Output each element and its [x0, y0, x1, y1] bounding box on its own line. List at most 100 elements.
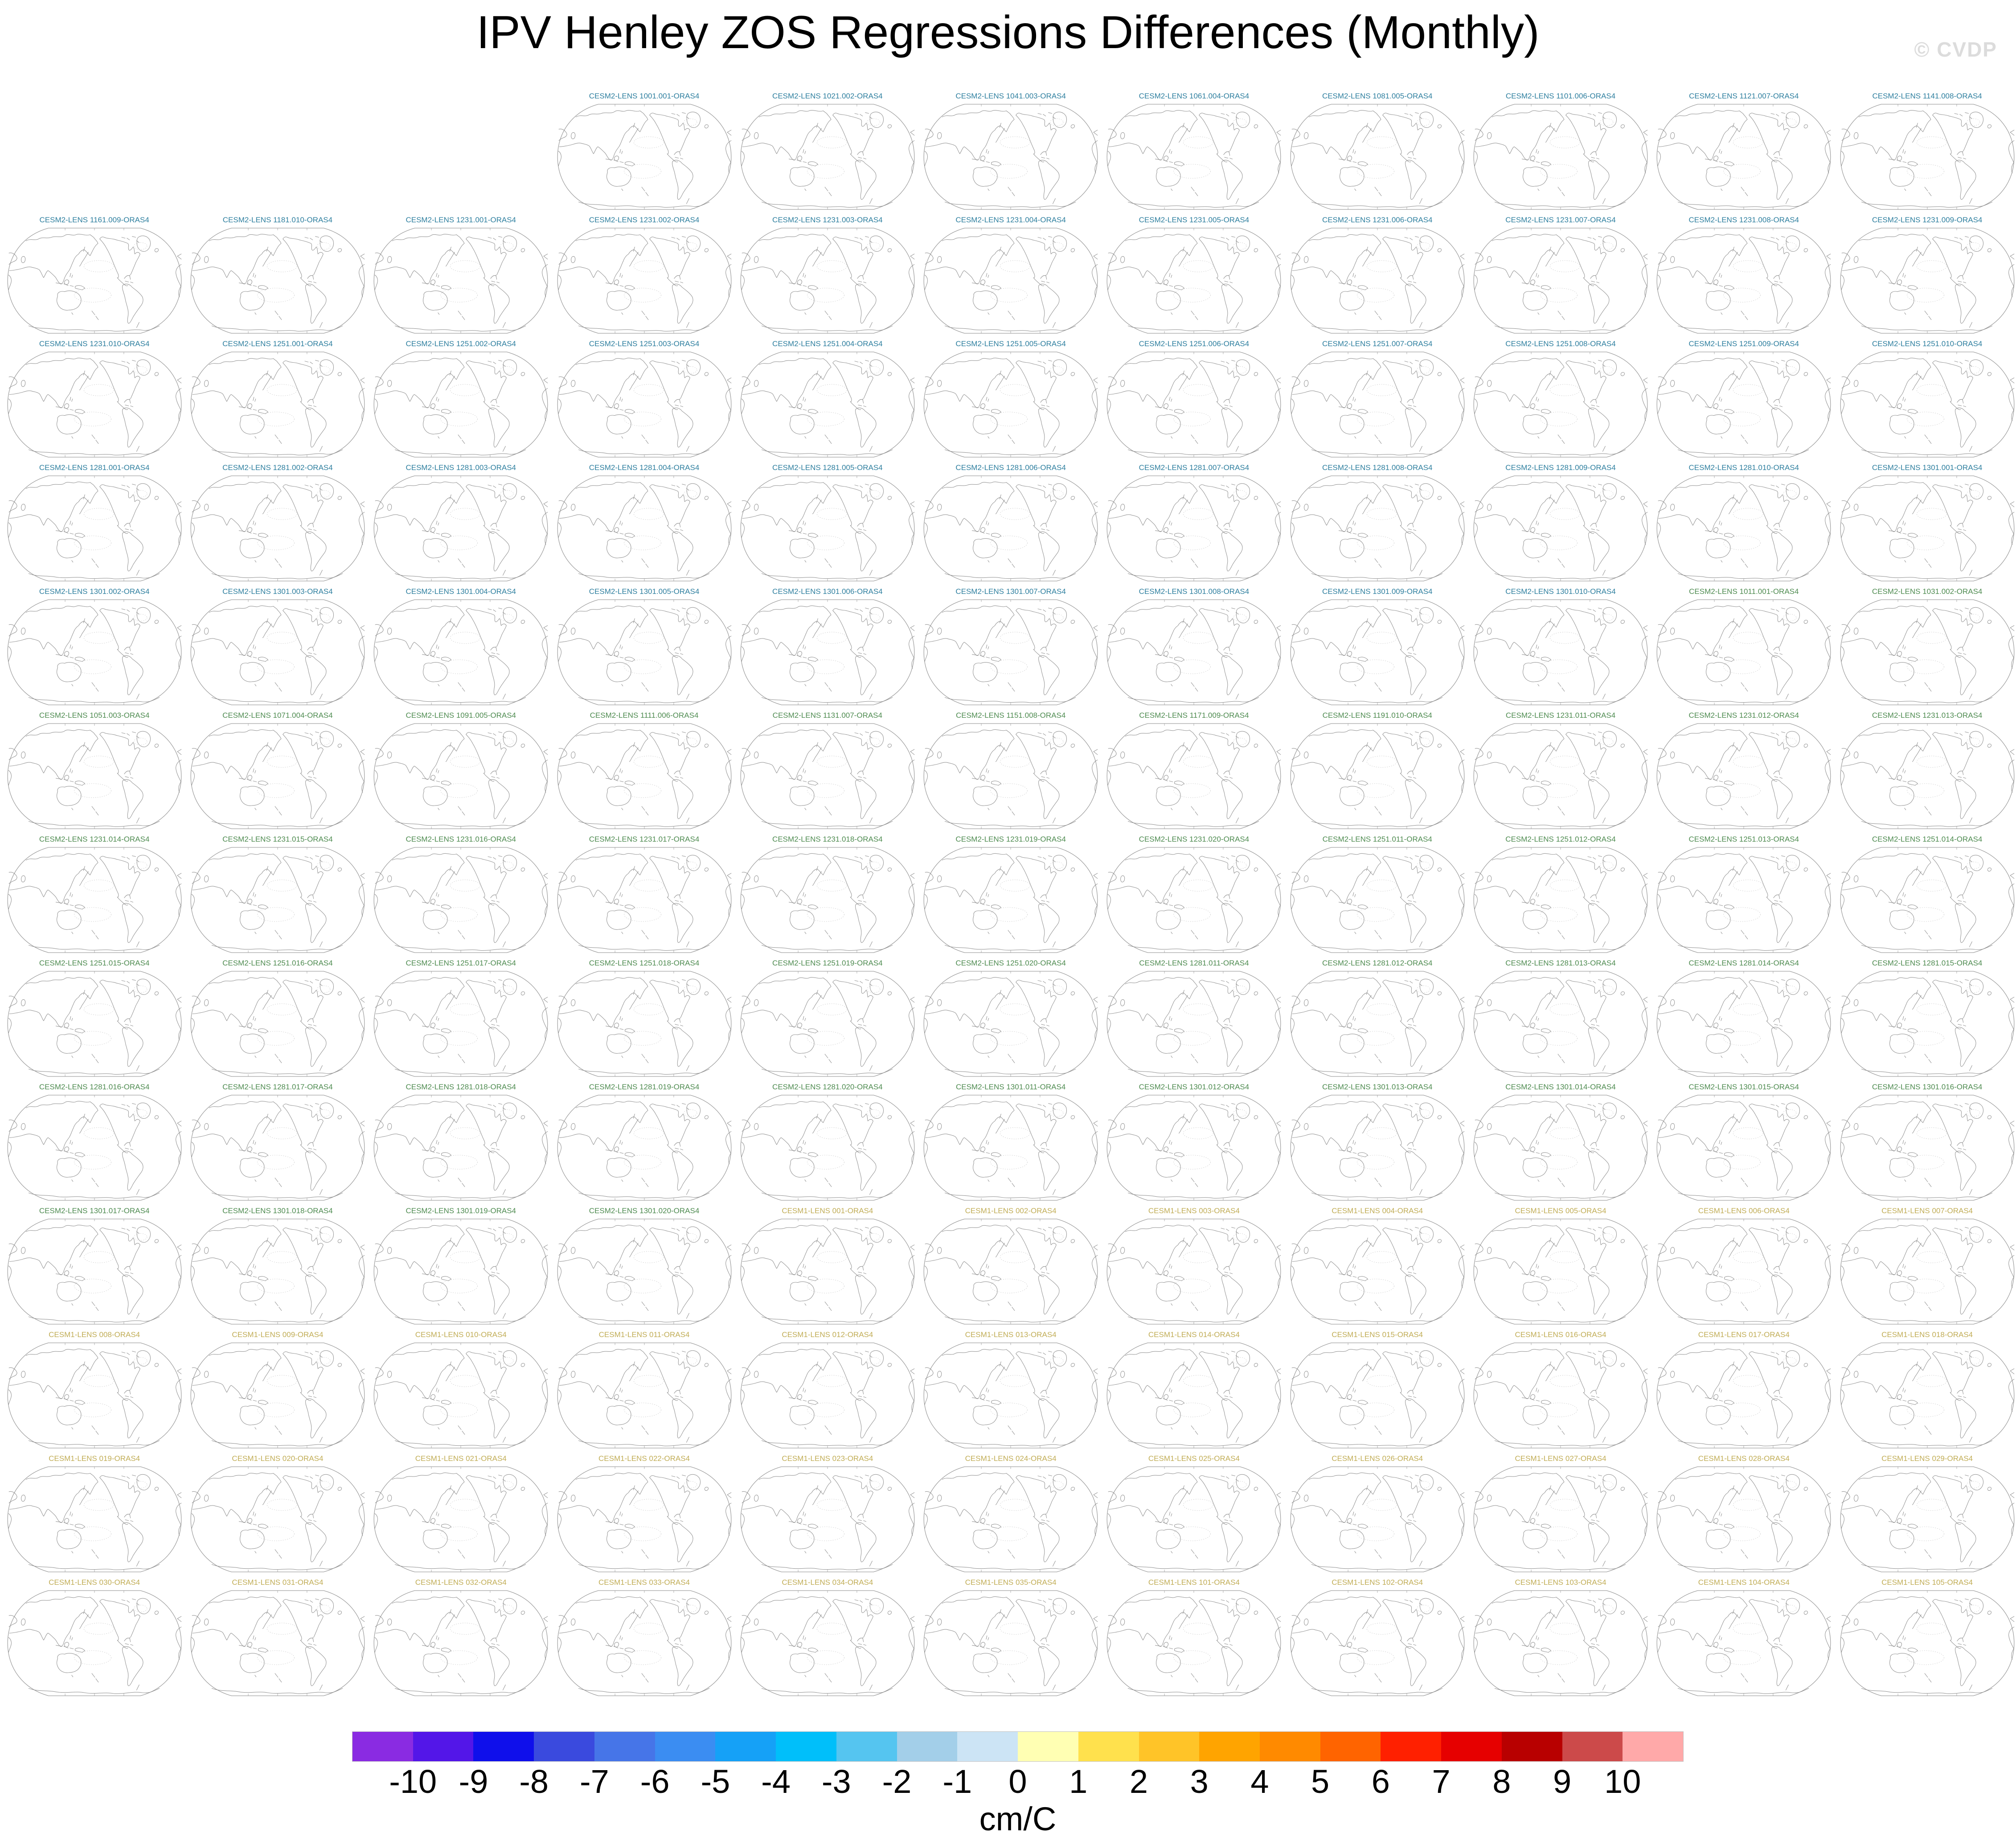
map-panel: CESM2-LENS 1301.014-ORAS4 [1469, 1081, 1652, 1205]
map-panel: CESM1-LENS 101-ORAS4 [1102, 1577, 1286, 1701]
world-map [373, 845, 549, 955]
panel-title: CESM1-LENS 011-ORAS4 [598, 1330, 690, 1339]
map-grid-row: CESM2-LENS 1301.002-ORAS4 CESM2-LENS 1301… [3, 586, 2013, 710]
world-map [7, 1217, 182, 1326]
colorbar-segment [776, 1732, 836, 1761]
world-map [373, 1341, 549, 1450]
map-panel: CESM1-LENS 034-ORAS4 [736, 1577, 919, 1701]
colorbar-tick-label: -5 [701, 1763, 730, 1800]
panel-title: CESM2-LENS 1301.019-ORAS4 [406, 1207, 516, 1215]
map-panel: CESM2-LENS 1231.002-ORAS4 [553, 214, 736, 338]
panel-title: CESM2-LENS 1251.008-ORAS4 [1505, 340, 1616, 348]
panel-title: CESM2-LENS 1251.002-ORAS4 [406, 340, 516, 348]
panel-title: CESM1-LENS 006-ORAS4 [1698, 1207, 1790, 1215]
panel-title: CESM1-LENS 009-ORAS4 [232, 1330, 324, 1339]
world-map [190, 350, 365, 459]
map-panel: CESM2-LENS 1231.016-ORAS4 [369, 834, 553, 957]
panel-title: CESM2-LENS 1301.013-ORAS4 [1322, 1083, 1433, 1091]
map-panel: CESM1-LENS 024-ORAS4 [919, 1453, 1102, 1577]
panel-title: CESM2-LENS 1251.019-ORAS4 [772, 959, 883, 967]
panel-title: CESM2-LENS 1191.010-ORAS4 [1322, 711, 1432, 720]
world-map [740, 1588, 915, 1698]
world-map [1290, 597, 1465, 707]
world-map [557, 1217, 732, 1326]
map-panel: CESM2-LENS 1051.003-ORAS4 [3, 710, 186, 834]
world-map [7, 1341, 182, 1450]
world-map [1473, 226, 1648, 335]
colorbar-segment [1441, 1732, 1502, 1761]
map-grid-row: CESM1-LENS 019-ORAS4 CESM1-LENS 020-ORAS4… [3, 1453, 2013, 1577]
panel-title: CESM1-LENS 020-ORAS4 [232, 1454, 324, 1463]
colorbar-tick-label: 2 [1129, 1763, 1148, 1800]
world-map [373, 721, 549, 831]
panel-title: CESM1-LENS 019-ORAS4 [49, 1454, 140, 1463]
panel-title: CESM2-LENS 1231.007-ORAS4 [1505, 216, 1616, 224]
panel-title: CESM2-LENS 1251.003-ORAS4 [589, 340, 700, 348]
panel-title: CESM1-LENS 007-ORAS4 [1881, 1207, 1973, 1215]
map-panel: CESM2-LENS 1251.001-ORAS4 [186, 338, 369, 462]
colorbar-segment [1562, 1732, 1623, 1761]
panel-title: CESM1-LENS 104-ORAS4 [1698, 1578, 1790, 1587]
panel-title: CESM2-LENS 1231.015-ORAS4 [222, 835, 333, 843]
panel-title: CESM2-LENS 1231.002-ORAS4 [589, 216, 700, 224]
map-panel: CESM1-LENS 027-ORAS4 [1469, 1453, 1652, 1577]
map-panel: CESM2-LENS 1301.019-ORAS4 [369, 1205, 553, 1329]
panel-title: CESM2-LENS 1281.005-ORAS4 [772, 463, 883, 472]
world-map [1840, 845, 2015, 955]
map-panel: CESM2-LENS 1281.014-ORAS4 [1652, 957, 1836, 1081]
map-panel: CESM2-LENS 1301.017-ORAS4 [3, 1205, 186, 1329]
panel-title: CESM2-LENS 1281.015-ORAS4 [1872, 959, 1983, 967]
world-map [1106, 845, 1282, 955]
colorbar-tick-label: 8 [1492, 1763, 1511, 1800]
map-panel: CESM2-LENS 1281.020-ORAS4 [736, 1081, 919, 1205]
map-panel: CESM1-LENS 032-ORAS4 [369, 1577, 553, 1701]
world-map [1473, 102, 1648, 212]
world-map [557, 1588, 732, 1698]
map-panel: CESM2-LENS 1301.016-ORAS4 [1836, 1081, 2016, 1205]
world-map [373, 969, 549, 1079]
world-map [1656, 474, 1832, 583]
map-panel: CESM2-LENS 1071.004-ORAS4 [186, 710, 369, 834]
colorbar-tick-label: 0 [1008, 1763, 1027, 1800]
map-panel: CESM2-LENS 1281.002-ORAS4 [186, 462, 369, 586]
panel-title: CESM1-LENS 103-ORAS4 [1515, 1578, 1606, 1587]
map-panel: CESM2-LENS 1281.017-ORAS4 [186, 1081, 369, 1205]
world-map [1840, 1588, 2015, 1698]
panel-title: CESM1-LENS 105-ORAS4 [1881, 1578, 1973, 1587]
map-panel: CESM2-LENS 1281.012-ORAS4 [1286, 957, 1469, 1081]
world-map [1656, 226, 1832, 335]
world-map [1106, 1341, 1282, 1450]
world-map [1840, 1093, 2015, 1203]
panel-title: CESM2-LENS 1301.002-ORAS4 [39, 587, 150, 596]
panel-title: CESM2-LENS 1251.013-ORAS4 [1688, 835, 1799, 843]
map-panel: CESM2-LENS 1281.003-ORAS4 [369, 462, 553, 586]
world-map [1656, 1217, 1832, 1326]
panel-title: CESM2-LENS 1281.003-ORAS4 [406, 463, 516, 472]
world-map [1656, 1588, 1832, 1698]
world-map [373, 1093, 549, 1203]
map-panel: CESM1-LENS 014-ORAS4 [1102, 1329, 1286, 1453]
world-map [373, 474, 549, 583]
panel-title: CESM1-LENS 022-ORAS4 [598, 1454, 690, 1463]
map-panel: CESM2-LENS 1061.004-ORAS4 [1102, 90, 1286, 214]
map-panel: CESM2-LENS 1231.008-ORAS4 [1652, 214, 1836, 338]
panel-title: CESM2-LENS 1231.012-ORAS4 [1688, 711, 1799, 720]
panel-title: CESM2-LENS 1251.020-ORAS4 [955, 959, 1066, 967]
panel-title: CESM1-LENS 030-ORAS4 [49, 1578, 140, 1587]
panel-title: CESM1-LENS 008-ORAS4 [49, 1330, 140, 1339]
panel-title: CESM2-LENS 1251.009-ORAS4 [1688, 340, 1799, 348]
colorbar-segment [594, 1732, 655, 1761]
map-panel: CESM2-LENS 1231.012-ORAS4 [1652, 710, 1836, 834]
map-panel: CESM1-LENS 017-ORAS4 [1652, 1329, 1836, 1453]
colorbar-tick-label: 10 [1604, 1763, 1641, 1800]
world-map [740, 1093, 915, 1203]
world-map [1656, 1093, 1832, 1203]
map-panel: CESM1-LENS 020-ORAS4 [186, 1453, 369, 1577]
panel-title: CESM2-LENS 1231.003-ORAS4 [772, 216, 883, 224]
world-map [190, 226, 365, 335]
colorbar-units-label: cm/C [979, 1800, 1057, 1837]
world-map [1106, 721, 1282, 831]
panel-title: CESM2-LENS 1161.009-ORAS4 [39, 216, 149, 224]
panel-title: CESM2-LENS 1231.018-ORAS4 [772, 835, 883, 843]
colorbar-tick-label: -7 [580, 1763, 609, 1800]
